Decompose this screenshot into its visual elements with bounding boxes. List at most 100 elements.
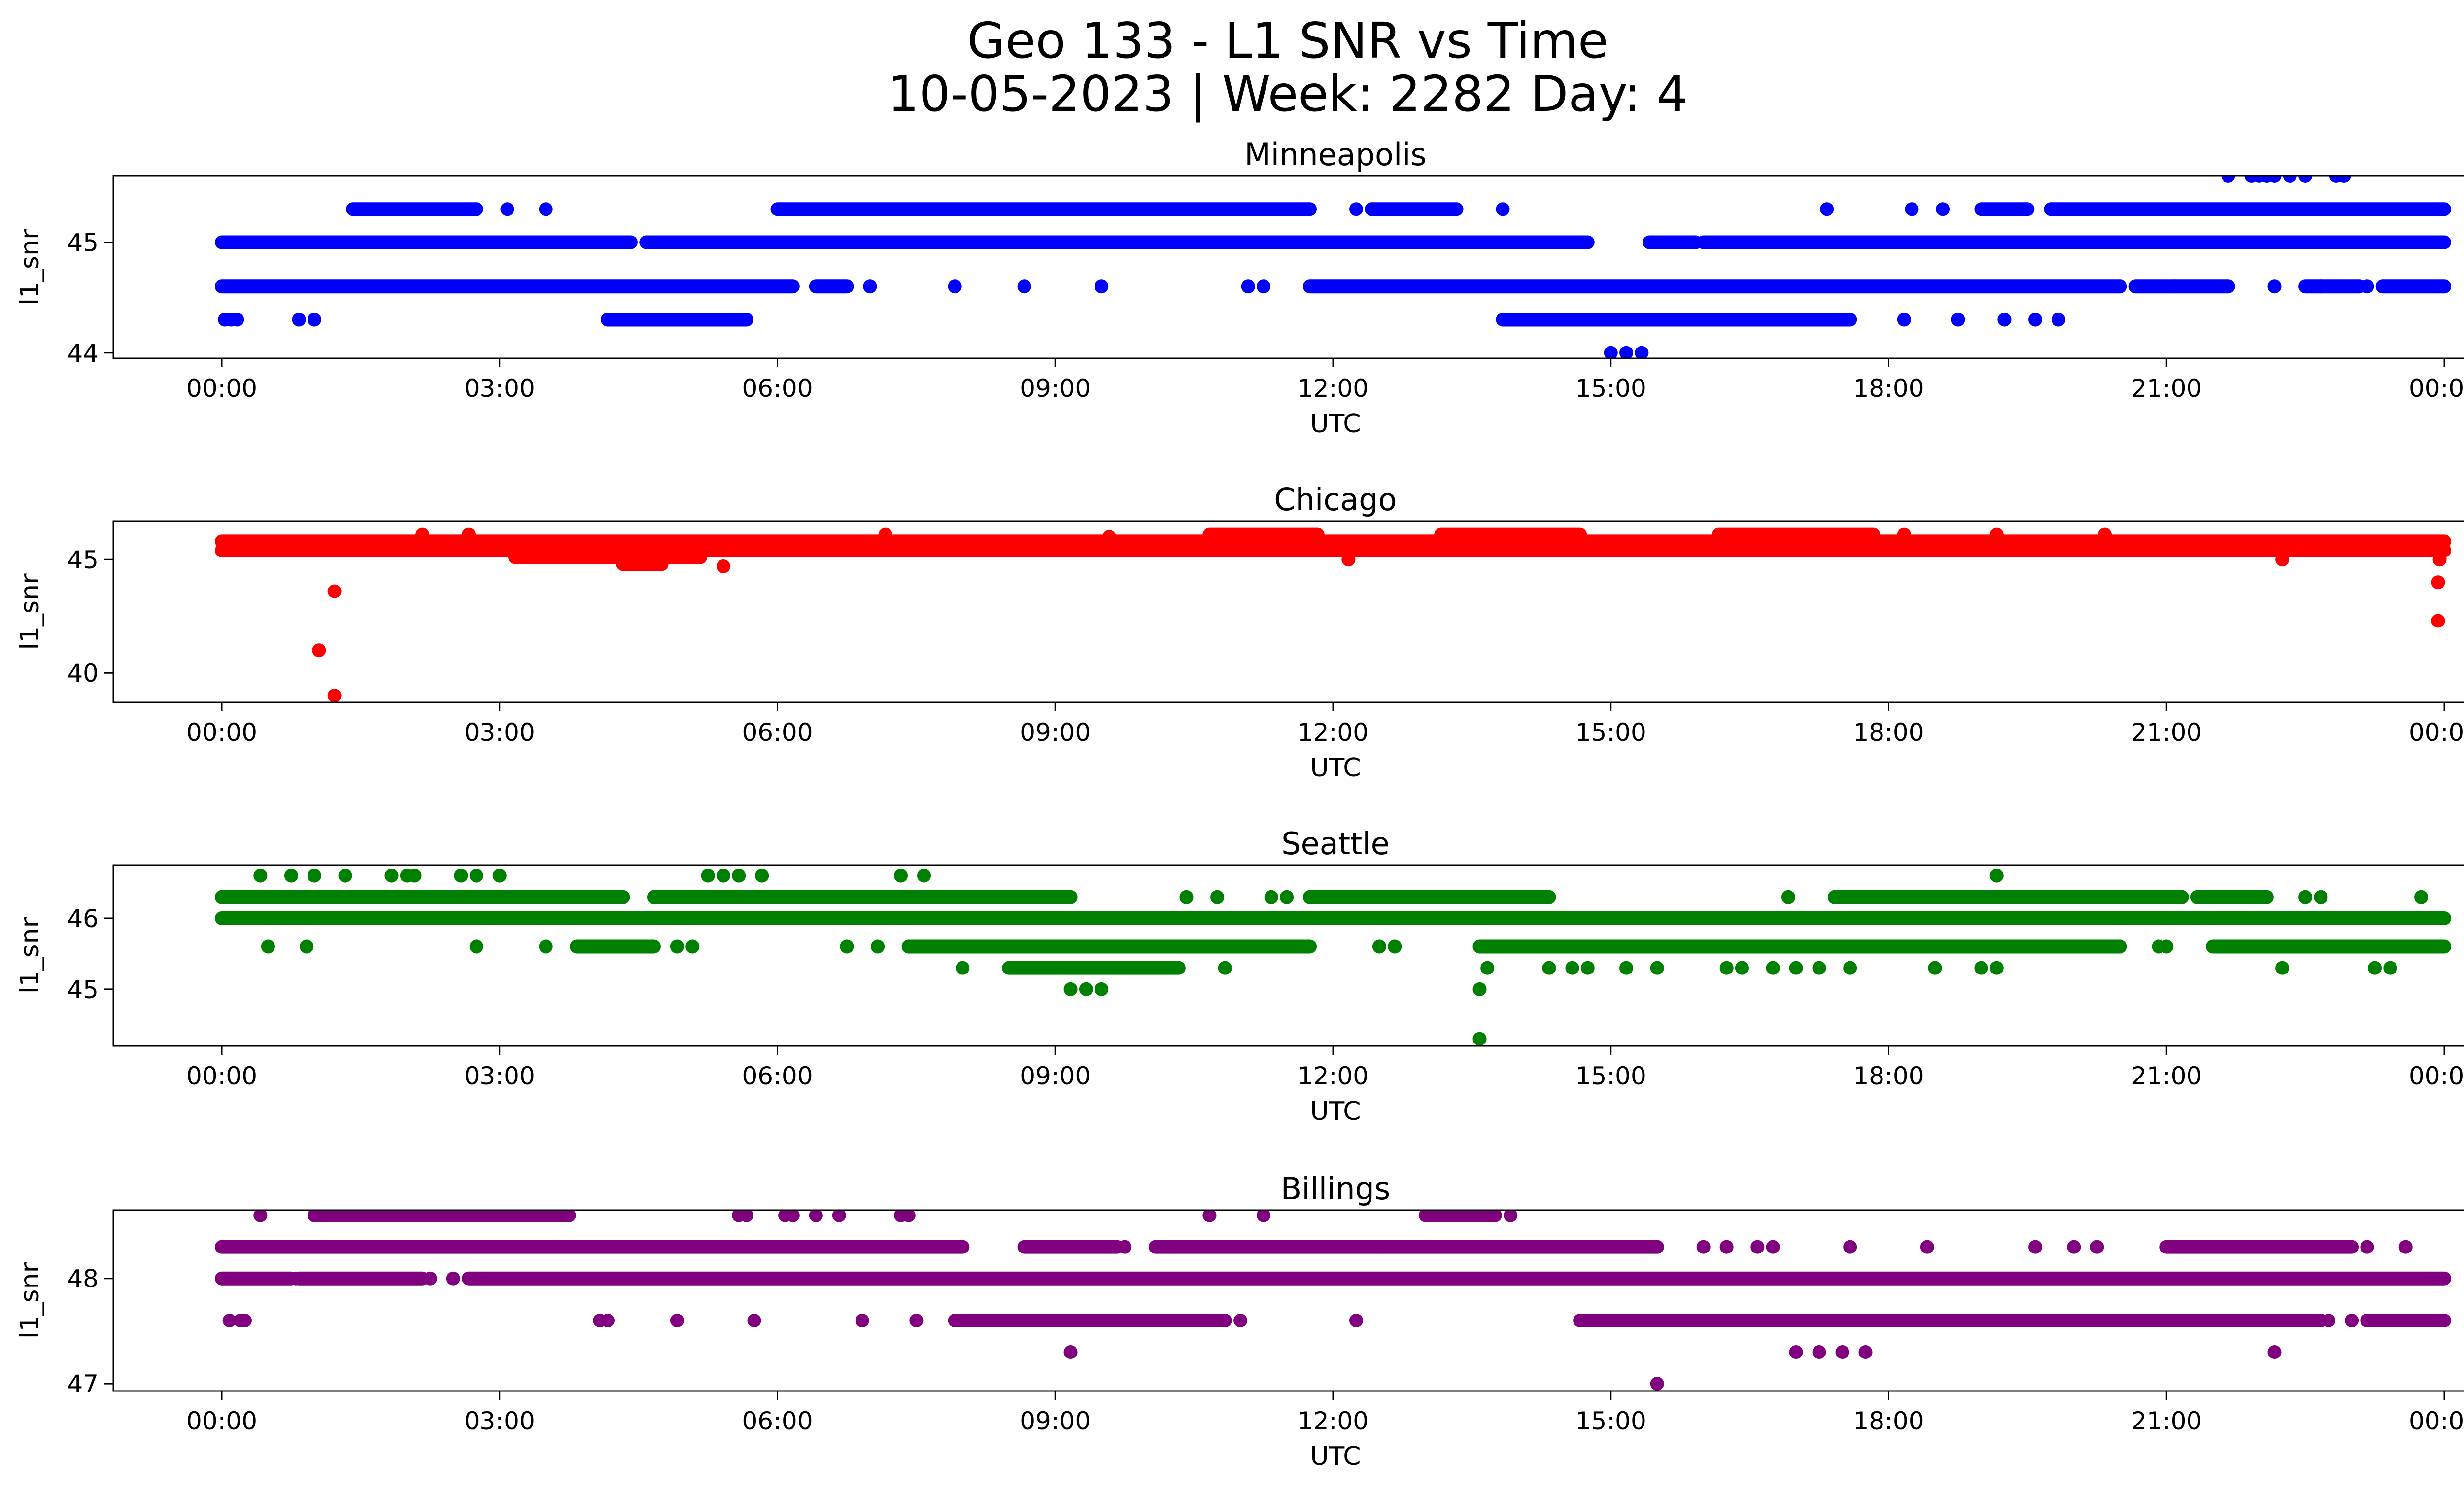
data-point [1766, 1240, 1780, 1254]
data-point [2267, 279, 2282, 294]
x-tick-label: 18:00 [1853, 1407, 1924, 1435]
data-point [1504, 1210, 1518, 1222]
x-tick-label: 03:00 [464, 374, 535, 403]
data-point [1233, 1314, 1248, 1328]
data-point [1179, 890, 1194, 904]
data-point [747, 1314, 761, 1328]
x-tick-label: 21:00 [2131, 718, 2202, 747]
x-tick-label: 12:00 [1298, 1407, 1369, 1435]
data-point [1650, 1377, 1664, 1391]
data-point [1210, 890, 1225, 904]
axes-frame [112, 864, 2464, 1047]
data-point [1580, 961, 1595, 975]
data-point [1095, 982, 1109, 996]
data-point [863, 279, 877, 294]
data-point [1280, 890, 1294, 904]
data-point [755, 869, 769, 883]
axes-frame [112, 1209, 2464, 1392]
data-point [415, 527, 430, 542]
data-point [840, 939, 854, 954]
data-point [1264, 890, 1278, 904]
data-point [1835, 1345, 1849, 1359]
data-point [2283, 176, 2297, 183]
x-tick-label: 00:00 [2409, 718, 2464, 747]
data-point [1017, 279, 1031, 294]
data-point [1719, 1240, 1734, 1254]
x-tick-label: 03:00 [464, 1407, 535, 1435]
data-point [253, 1210, 268, 1222]
data-point [1202, 1210, 1217, 1222]
data-point [1063, 1345, 1078, 1359]
subplot-title: Minneapolis [1244, 137, 1427, 173]
subplot-chicago: 00:00 03:00 06:00 09:00 12:00 15:00 18:00 21:00… [15, 482, 2464, 783]
x-tick-label: 18:00 [1853, 374, 1924, 403]
x-tick-label: 15:00 [1575, 374, 1646, 403]
data-point [1766, 961, 1780, 975]
data-point [2028, 1240, 2043, 1254]
y-tick-label: 40 [67, 659, 99, 688]
subplot-title: Seattle [1281, 826, 1389, 862]
data-point [289, 1271, 303, 1286]
data-point [338, 869, 352, 883]
data-point [2275, 961, 2290, 975]
data-point [786, 1210, 800, 1222]
x-tick-label: 18:00 [1853, 718, 1924, 747]
x-axis-label: UTC [1310, 753, 1361, 783]
data-point [1472, 982, 1487, 996]
subplot-seattle: 00:00 03:00 06:00 09:00 12:00 15:00 18:00 21:00… [15, 826, 2464, 1126]
x-tick-label: 21:00 [2131, 374, 2202, 403]
y-axis-label: l1_snr [15, 1262, 45, 1339]
data-point [469, 869, 483, 883]
data-point [600, 1314, 615, 1328]
data-point [1989, 961, 2004, 975]
data-point [446, 1271, 460, 1286]
x-tick-label: 09:00 [1020, 1062, 1091, 1090]
x-tick-label: 00:00 [2409, 374, 2464, 403]
x-tick-label: 21:00 [2131, 1407, 2202, 1435]
data-point [1079, 982, 1093, 996]
data-point [284, 869, 298, 883]
figure-title-line2: 10-05-2023 | Week: 2282 Day: 4 [888, 65, 1688, 123]
data-point [1063, 982, 1078, 996]
data-point [1480, 961, 1495, 975]
data-point [300, 939, 314, 954]
data-point [327, 584, 342, 598]
data-point [956, 961, 970, 975]
data-point [878, 527, 892, 542]
y-tick-label: 48 [67, 1265, 99, 1293]
data-point [292, 313, 306, 327]
x-tick-label: 06:00 [742, 1407, 813, 1435]
data-point [739, 1210, 753, 1222]
x-tick-label: 15:00 [1575, 718, 1646, 747]
x-tick-label: 09:00 [1020, 1407, 1091, 1435]
data-point [685, 939, 700, 954]
data-point [917, 869, 931, 883]
data-point [2028, 313, 2043, 327]
data-point [312, 643, 326, 658]
data-point [1604, 346, 1618, 358]
data-point [1349, 202, 1363, 216]
y-axis-label: l1_snr [15, 229, 45, 306]
data-point [2298, 176, 2313, 183]
data-point [408, 869, 422, 883]
data-point [1650, 1240, 1664, 1254]
y-tick-label: 45 [67, 546, 99, 574]
data-point [2345, 1314, 2359, 1328]
x-tick-label: 18:00 [1853, 1062, 1924, 1090]
data-point [2360, 1240, 2374, 1254]
data-point [2275, 553, 2290, 567]
data-point [901, 1210, 916, 1222]
data-point [1257, 1210, 1271, 1222]
data-point [1619, 961, 1634, 975]
data-point [539, 939, 553, 954]
data-point [1650, 961, 1664, 975]
data-point [855, 1314, 869, 1328]
data-point [1257, 279, 1271, 294]
data-point [1997, 313, 2012, 327]
data-point [327, 689, 342, 702]
data-point [500, 202, 514, 216]
data-point [1102, 530, 1116, 544]
data-point [230, 313, 244, 327]
subplot-billings: 00:00 03:00 06:00 09:00 12:00 15:00 18:00 21:00… [15, 1171, 2464, 1471]
data-point [1619, 346, 1634, 358]
